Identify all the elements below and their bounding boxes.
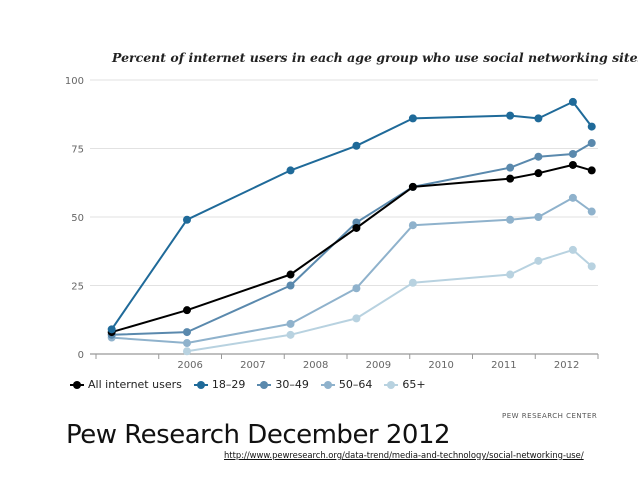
legend-item: 30–49: [257, 378, 309, 391]
legend-swatch: [320, 380, 335, 389]
y-tick-label: 25: [71, 282, 84, 293]
data-point: [286, 270, 295, 279]
data-point: [568, 245, 577, 254]
legend-item: 18–29: [193, 378, 246, 391]
data-point: [182, 328, 191, 337]
data-point: [568, 160, 577, 169]
data-point: [352, 218, 361, 227]
legend-swatch: [384, 380, 399, 389]
data-point: [352, 223, 361, 232]
data-point: [352, 141, 361, 150]
x-tick-label: 2011: [491, 360, 516, 371]
data-point: [587, 207, 596, 216]
legend-label: 18–29: [211, 378, 246, 391]
data-point: [534, 256, 543, 265]
legend-swatch: [193, 380, 208, 389]
x-tick-label: 2006: [177, 360, 202, 371]
data-point: [587, 122, 596, 131]
series-line-all-internet-users: [111, 163, 592, 334]
data-point: [534, 213, 543, 221]
legend-label: 50–64: [338, 378, 373, 391]
legend-label: All internet users: [88, 378, 182, 391]
data-point: [568, 149, 577, 158]
data-point: [408, 278, 417, 287]
data-point: [506, 270, 515, 279]
y-tick-label: 75: [71, 145, 84, 156]
x-tick-label: 2010: [428, 360, 453, 371]
legend-item: 65+: [384, 378, 426, 391]
data-point: [587, 166, 596, 175]
data-point: [352, 314, 361, 323]
data-point: [182, 347, 191, 356]
y-tick-label: 50: [71, 213, 84, 224]
source-link[interactable]: http://www.pewresearch.org/data-trend/me…: [224, 450, 584, 460]
x-tick-label: 2012: [554, 360, 579, 371]
data-point: [568, 97, 577, 106]
series-line-18-29: [110, 100, 593, 330]
data-point: [506, 215, 515, 224]
data-point: [506, 174, 515, 183]
data-point: [506, 111, 515, 120]
legend-item: 50–64: [320, 378, 373, 391]
slide-caption: Pew Research December 2012: [66, 420, 451, 450]
data-point: [534, 169, 543, 178]
legend-item: All internet users: [70, 378, 182, 391]
chart-legend: All internet users 18–29 30–49 50–64 65+: [70, 378, 426, 391]
data-point: [506, 163, 515, 172]
data-point: [352, 284, 361, 293]
data-point: [286, 166, 295, 175]
chart-title: Percent of internet users in each age gr…: [112, 50, 638, 65]
data-point: [182, 306, 191, 315]
data-point: [568, 193, 577, 202]
legend-label: 30–49: [275, 378, 309, 391]
data-point: [182, 215, 191, 224]
legend-swatch: [257, 380, 272, 389]
series-line-30-49: [111, 142, 593, 336]
y-tick-label: 100: [65, 76, 84, 87]
data-point: [408, 114, 417, 123]
chart-source: PEW RESEARCH CENTER: [502, 412, 598, 420]
data-point: [587, 139, 596, 148]
data-point: [286, 319, 295, 328]
data-point: [286, 281, 295, 290]
data-point: [286, 330, 295, 339]
data-point: [534, 114, 543, 123]
series-line-65-: [186, 248, 593, 353]
data-point: [587, 262, 596, 271]
data-point: [408, 182, 417, 191]
legend-label: 65+: [402, 378, 426, 391]
x-tick-label: 2008: [303, 360, 328, 371]
data-point: [534, 152, 543, 161]
data-point: [182, 339, 191, 348]
data-point: [107, 325, 116, 334]
legend-swatch: [70, 380, 84, 389]
data-point: [408, 221, 417, 230]
y-tick-label: 0: [78, 350, 84, 361]
x-tick-label: 2007: [240, 360, 265, 371]
x-tick-label: 2009: [366, 360, 391, 371]
